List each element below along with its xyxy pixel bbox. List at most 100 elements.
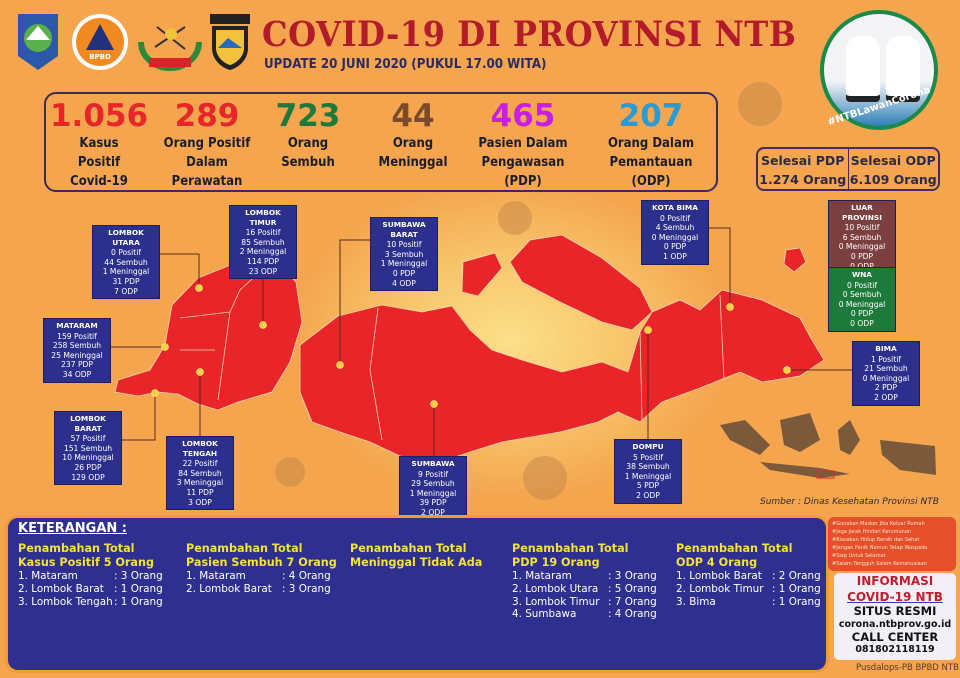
list-item: 1. Mataram: 4 Orang bbox=[186, 570, 346, 583]
tip-item: #Jaga Jarak Hindari Kerumunan bbox=[832, 529, 912, 535]
region-name: LOMBOK UTARA bbox=[108, 228, 144, 247]
wira-bhakti-logo bbox=[138, 26, 202, 71]
region-stat: 0 Positif bbox=[110, 248, 142, 258]
leader-line bbox=[122, 393, 156, 441]
region-stat: 4 ODP bbox=[392, 278, 416, 288]
region-markers bbox=[151, 284, 791, 408]
list-item: 3. Bima: 1 Orang bbox=[676, 596, 836, 609]
region-marker bbox=[644, 326, 652, 334]
item-count: : 3 Orang bbox=[114, 570, 163, 582]
region-stat: 6 Sembuh bbox=[842, 232, 882, 242]
call-center-label: CALL CENTER bbox=[851, 629, 939, 644]
region-box-sumbawa-barat: SUMBAWA BARAT 10 Positif 3 Sembuh 1 Meningg… bbox=[370, 217, 438, 292]
region-stat: 0 Meninggal bbox=[651, 232, 699, 242]
situs-link[interactable]: corona.ntbprov.go.id bbox=[838, 618, 952, 630]
tip-item: #Gunakan Masker Jika Keluar Rumah bbox=[832, 521, 925, 527]
region-name: KOTA BIMA bbox=[652, 203, 698, 212]
info-box: INFORMASI COVID-19 NTB SITUS RESMI coron… bbox=[834, 573, 956, 660]
leader-line bbox=[708, 227, 731, 307]
page-title: COVID-19 DI PROVINSI NTB bbox=[262, 14, 797, 55]
stat-label: Perawatan bbox=[171, 174, 243, 189]
region-name: LOMBOK TIMUR bbox=[245, 208, 281, 227]
keterangan-title: KETERANGAN : bbox=[18, 521, 127, 536]
list-item: 3. Lombok Tengah: 1 Orang bbox=[18, 596, 178, 609]
region-stat: 29 Sembuh bbox=[411, 479, 455, 489]
call-center-number[interactable]: 081802118119 bbox=[855, 644, 935, 655]
region-name: BIMA bbox=[875, 344, 897, 353]
region-stat: 114 PDP bbox=[247, 256, 279, 266]
item-region: 2. Lombok Barat bbox=[186, 582, 272, 595]
svg-text:BPBD: BPBD bbox=[89, 53, 111, 61]
list-item: 1. Mataram: 3 Orang bbox=[512, 570, 672, 583]
selesai-pdp-value: 1.274 Orang bbox=[759, 172, 847, 187]
region-name: LOMBOK BARAT bbox=[70, 414, 106, 433]
governor-photo-badge: #NTBLawanCorona bbox=[820, 10, 938, 130]
selesai-odp-value: 6.109 Orang bbox=[849, 172, 937, 187]
keterangan-column: Penambahan Total Meninggal Tidak Ada bbox=[350, 542, 510, 570]
region-stat: 11 PDP bbox=[186, 487, 214, 497]
region-stat: 0 PDP bbox=[850, 251, 874, 261]
keterangan-column: Penambahan Total Pasien Sembuh 7 Orang 1. … bbox=[186, 542, 346, 596]
region-stat: 5 PDP bbox=[636, 481, 660, 491]
region-box-lombok-tengah: LOMBOK TENGAH 22 Positif 84 Sembuh 3 Mening… bbox=[166, 436, 234, 511]
virus-icon bbox=[523, 456, 567, 500]
item-region: 2. Lombok Utara bbox=[512, 582, 599, 595]
region-stat: 1 Positif bbox=[870, 354, 902, 364]
region-marker bbox=[196, 368, 204, 376]
list-item: 2. Lombok Timur: 1 Orang bbox=[676, 583, 836, 596]
stat-label: Sembuh bbox=[281, 155, 335, 170]
column-heading: Penambahan Total bbox=[18, 542, 135, 555]
region-box-mataram: MATARAM 159 Positif 258 Sembuh 25 Meninggal… bbox=[43, 318, 111, 383]
item-region: 3. Lombok Tengah bbox=[18, 595, 113, 608]
region-name: LUAR PROVINSI bbox=[842, 203, 882, 222]
keterangan-panel: KETERANGAN : Penambahan Total Kasus Posit… bbox=[8, 518, 826, 670]
virus-decorations bbox=[275, 82, 782, 500]
region-stat: 0 Meninggal bbox=[838, 299, 886, 309]
item-count: : 4 Orang bbox=[282, 570, 331, 582]
region-stat: 0 Positif bbox=[659, 213, 691, 223]
region-stat: 2 ODP bbox=[636, 490, 660, 500]
region-stat: 31 PDP bbox=[112, 276, 140, 286]
ntb-crest-logo bbox=[18, 14, 58, 70]
region-stat: 7 ODP bbox=[114, 286, 138, 296]
regency-borders bbox=[179, 269, 725, 441]
selesai-pdp: Selesai PDP 1.274 Orang bbox=[758, 149, 849, 189]
keterangan-column: Penambahan Total PDP 19 Orang 1. Mataram: … bbox=[512, 542, 672, 621]
region-stat: 0 Positif bbox=[846, 280, 878, 290]
region-marker bbox=[259, 321, 267, 329]
region-stat: 2 Meninggal bbox=[239, 247, 287, 257]
item-count: : 2 Orang bbox=[772, 570, 821, 582]
region-name: MATARAM bbox=[56, 321, 98, 330]
tip-item: #Biasakan Hidup Bersih dan Sehat bbox=[832, 537, 920, 543]
stat-label: Pasien Dalam bbox=[478, 136, 568, 151]
list-item: 1. Mataram: 3 Orang bbox=[18, 570, 178, 583]
region-stat: 258 Sembuh bbox=[52, 341, 102, 351]
polda-logo bbox=[210, 14, 250, 70]
region-stat: 10 Positif bbox=[844, 223, 880, 233]
region-stat: 38 Sembuh bbox=[626, 462, 670, 472]
region-stat: 22 Positif bbox=[182, 459, 218, 469]
stat-0: 1.056 Kasus Positif Covid-19 bbox=[34, 98, 164, 191]
sanggar-peninsula bbox=[509, 234, 653, 331]
item-count: : 1 Orang bbox=[114, 595, 163, 608]
column-heading: Pasien Sembuh 7 Orang bbox=[186, 556, 337, 569]
item-count: : 5 Orang bbox=[608, 582, 657, 595]
stat-label: Pemantauan bbox=[609, 155, 693, 170]
item-region: 2. Lombok Barat bbox=[18, 582, 104, 595]
region-name: LOMBOK TENGAH bbox=[182, 439, 218, 458]
tip-item: #Siap Untuk Selamat bbox=[832, 553, 886, 559]
region-stat: 25 Meninggal bbox=[51, 350, 103, 360]
health-tips-box: #Gunakan Masker Jika Keluar Rumah #Jaga J… bbox=[828, 517, 956, 571]
virus-icon bbox=[275, 457, 305, 487]
item-count: : 7 Orang bbox=[608, 595, 657, 608]
region-name: WNA bbox=[851, 270, 873, 279]
selesai-odp: Selesai ODP 6.109 Orang bbox=[849, 149, 939, 189]
leader-line bbox=[339, 239, 370, 365]
region-stat: 10 Positif bbox=[386, 240, 422, 250]
region-marker bbox=[151, 389, 159, 397]
indonesia-minimap bbox=[720, 413, 936, 478]
region-box-lombok-timur: LOMBOK TIMUR 16 Positif 85 Sembuh 2 Meningg… bbox=[229, 205, 297, 280]
region-stat: 44 Sembuh bbox=[104, 257, 148, 267]
stat-label: Kasus bbox=[79, 136, 119, 151]
stat-value: 465 bbox=[490, 98, 556, 134]
